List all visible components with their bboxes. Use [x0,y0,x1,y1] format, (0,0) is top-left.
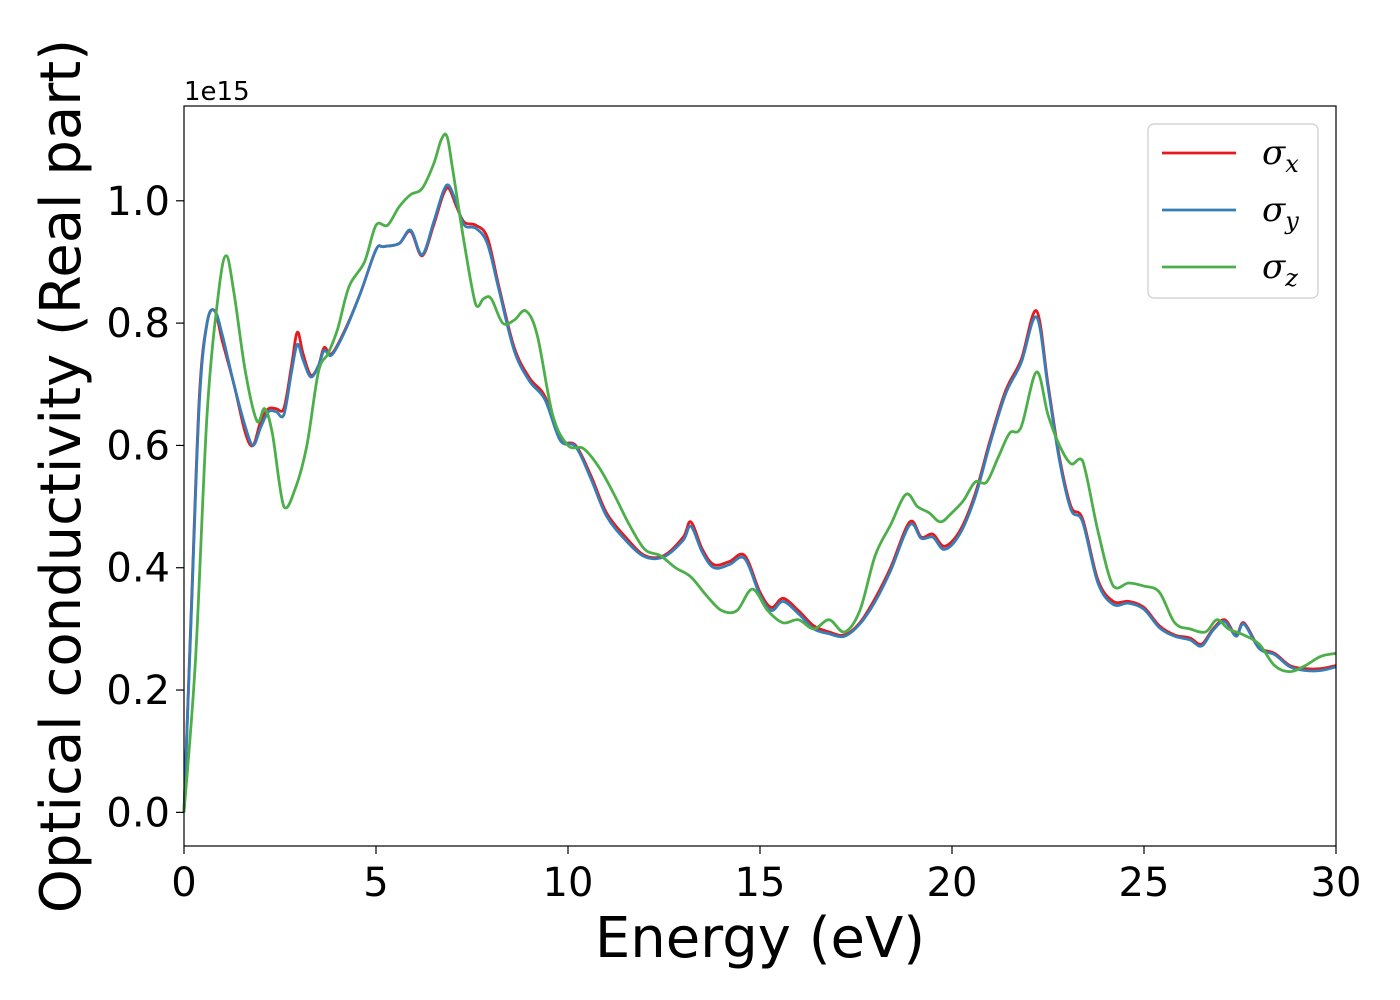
x-tick-label: 20 [927,860,978,906]
y-tick-label: 0.4 [106,546,170,592]
x-tick-label: 0 [171,860,196,906]
y-offset-label: 1e15 [184,77,250,107]
series-line-y [182,183,1337,813]
x-axis-ticks: 0 5 10 15 20 25 30 [171,846,1361,906]
plot-area-background [184,106,1336,846]
legend-label-x: σx [1262,133,1299,178]
legend-entries: σx σy σz [1162,133,1299,292]
x-tick-label: 10 [543,860,594,906]
legend-label-z: σz [1262,247,1298,292]
y-tick-label: 0.2 [106,668,170,714]
y-axis-title: Optical conductivity (Real part) [29,39,94,913]
y-tick-label: 0.0 [106,790,170,836]
y-tick-label: 0.6 [106,423,170,469]
legend: σx σy σz [1147,123,1319,299]
legend-label-y: σy [1262,190,1299,235]
y-tick-label: 0.8 [106,301,170,347]
y-axis-ticks: 0.0 0.2 0.4 0.6 0.8 1.0 [106,179,184,836]
x-tick-label: 15 [735,860,786,906]
x-tick-label: 30 [1311,860,1362,906]
x-tick-label: 25 [1119,860,1170,906]
x-axis-title: Energy (eV) [595,906,925,971]
y-tick-label: 1.0 [106,179,170,225]
x-tick-label: 5 [363,860,388,906]
series-layer [182,132,1337,813]
series-line-z [182,132,1337,813]
